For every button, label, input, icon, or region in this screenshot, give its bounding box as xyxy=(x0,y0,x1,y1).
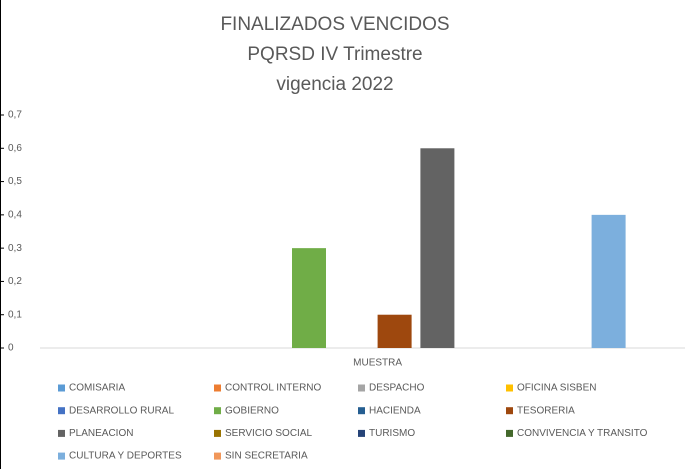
legend-label: SERVICIO SOCIAL xyxy=(225,428,313,439)
legend-label: CONVIVENCIA Y TRANSITO xyxy=(517,428,648,439)
legend-label: DESPACHO xyxy=(369,383,425,394)
bar xyxy=(591,214,626,348)
legend-label: HACIENDA xyxy=(369,405,421,416)
bar xyxy=(377,314,412,348)
bar xyxy=(420,148,455,348)
legend-swatch xyxy=(214,452,221,460)
legend-label: TURISMO xyxy=(369,428,415,439)
legend-swatch xyxy=(58,384,65,392)
y-tick-label: 0,4 xyxy=(8,209,22,220)
legend-label: OFICINA SISBEN xyxy=(517,383,596,394)
legend-swatch xyxy=(214,429,221,437)
y-tick-label: 0,1 xyxy=(8,309,22,320)
legend-label: TESORERIA xyxy=(517,405,575,416)
legend-label: CONTROL INTERNO xyxy=(225,383,322,394)
chart-title: FINALIZADOS VENCIDOS xyxy=(220,14,449,35)
x-tick-label: MUESTRA xyxy=(353,358,402,369)
chart-title: PQRSD IV Trimestre xyxy=(247,44,422,65)
legend-swatch xyxy=(58,452,65,460)
legend-swatch xyxy=(506,429,513,437)
y-tick-label: 0,3 xyxy=(8,243,22,254)
legend-label: CULTURA Y DEPORTES xyxy=(69,451,182,462)
legend-swatch xyxy=(506,384,513,392)
legend-swatch xyxy=(358,429,365,437)
legend-label: COMISARIA xyxy=(69,383,125,394)
y-tick-label: 0 xyxy=(8,343,14,354)
bar xyxy=(292,248,326,348)
y-tick-label: 0,2 xyxy=(8,276,22,287)
legend-label: SIN SECRETARIA xyxy=(225,451,308,462)
legend-swatch xyxy=(214,407,221,415)
legend-label: GOBIERNO xyxy=(225,405,279,416)
legend-swatch xyxy=(358,384,365,392)
y-tick-label: 0,5 xyxy=(8,176,22,187)
legend-swatch xyxy=(358,407,365,415)
y-tick-label: 0,7 xyxy=(8,110,22,121)
legend-swatch xyxy=(214,384,221,392)
legend-swatch xyxy=(58,429,65,437)
legend-swatch xyxy=(58,407,65,415)
y-tick-label: 0,6 xyxy=(8,143,22,154)
legend-label: DESARROLLO RURAL xyxy=(69,405,174,416)
legend-label: PLANEACION xyxy=(69,428,133,439)
chart-title: vigencia 2022 xyxy=(276,74,393,95)
legend-swatch xyxy=(506,407,513,415)
